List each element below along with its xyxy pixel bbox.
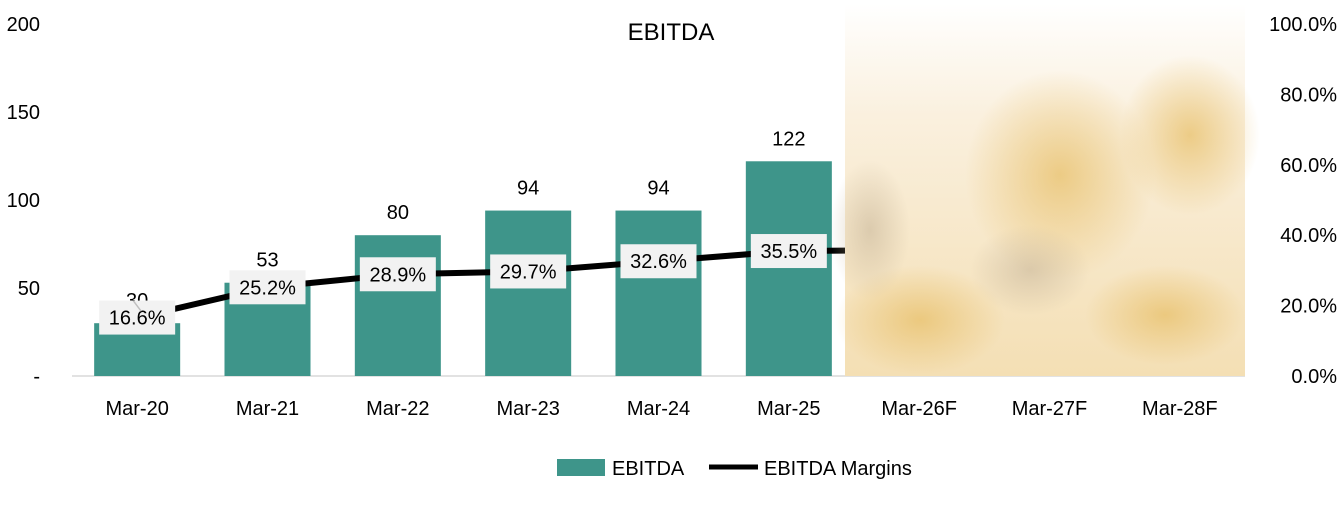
bar-ebitda bbox=[615, 210, 702, 376]
bar-value-label: 94 bbox=[517, 178, 539, 200]
margin-label-box bbox=[750, 234, 827, 269]
margin-label-box bbox=[229, 270, 306, 305]
legend-label-ebitda: EBITDA bbox=[612, 458, 685, 480]
left-axis-tick-label: 200 bbox=[7, 14, 40, 36]
bar-labels: 3053809494122 bbox=[126, 128, 805, 312]
x-tick-labels: Mar-20 Mar-21 Mar-22 Mar-23 Mar-24 Mar-25 Mar-… bbox=[105, 398, 1217, 420]
x-axis-tick-label: Mar-28F bbox=[1142, 398, 1218, 420]
margin-label-box bbox=[359, 257, 436, 292]
right-axis-tick-label: 100.0% bbox=[1269, 14, 1337, 36]
legend-label-margins: EBITDA Margins bbox=[764, 458, 912, 480]
right-axis-tick-label: 40.0% bbox=[1280, 225, 1337, 247]
right-axis-tick-label: 80.0% bbox=[1280, 84, 1337, 106]
x-axis-tick-label: Mar-25 bbox=[757, 398, 820, 420]
bar-value-label: 53 bbox=[256, 250, 278, 272]
left-axis-tick-label: 150 bbox=[7, 102, 40, 124]
x-axis-tick-label: Mar-22 bbox=[366, 398, 429, 420]
margin-label-box bbox=[490, 254, 567, 289]
x-axis-tick-label: Mar-23 bbox=[496, 398, 559, 420]
x-axis-tick-label: Mar-21 bbox=[236, 398, 299, 420]
right-axis-tick-label: 60.0% bbox=[1280, 155, 1337, 177]
left-axis: - 50 100 150 200 bbox=[7, 14, 40, 388]
blur-blot bbox=[830, 160, 910, 300]
x-axis-tick-label: Mar-20 bbox=[105, 398, 168, 420]
chart-title: EBITDA bbox=[628, 19, 715, 46]
x-axis-tick-label: Mar-26F bbox=[881, 398, 957, 420]
left-axis-tick-label: 50 bbox=[18, 278, 40, 300]
bar-ebitda bbox=[745, 161, 832, 376]
bars bbox=[94, 161, 832, 376]
margin-labels: 16.6% 25.2% 28.9% 29.7% 32.6% 35.5% bbox=[99, 234, 827, 335]
margin-value-label: 29.7% bbox=[500, 261, 557, 283]
bar-ebitda bbox=[485, 210, 572, 376]
margin-value-label: 35.5% bbox=[760, 241, 817, 263]
bar-value-label: 94 bbox=[647, 178, 669, 200]
bar-value-label: 122 bbox=[772, 128, 805, 150]
blur-blot bbox=[1085, 265, 1245, 365]
margin-value-label: 32.6% bbox=[630, 251, 687, 273]
legend: EBITDA EBITDA Margins bbox=[557, 458, 912, 480]
right-axis: 0.0% 20.0% 40.0% 60.0% 80.0% 100.0% bbox=[1269, 14, 1337, 388]
x-axis-tick-label: Mar-24 bbox=[627, 398, 690, 420]
left-axis-tick-label: 100 bbox=[7, 190, 40, 212]
blur-blot bbox=[1120, 55, 1260, 215]
left-axis-tick-label: - bbox=[33, 366, 40, 388]
margin-label-box bbox=[620, 244, 697, 279]
right-axis-tick-label: 0.0% bbox=[1291, 366, 1337, 388]
legend-swatch-ebitda bbox=[557, 459, 605, 476]
x-axis-tick-label: Mar-27F bbox=[1012, 398, 1088, 420]
label-leader-line bbox=[132, 300, 142, 312]
bar-value-label: 80 bbox=[387, 202, 409, 224]
margin-value-label: 16.6% bbox=[109, 308, 166, 330]
bar-ebitda bbox=[354, 235, 441, 376]
right-axis-tick-label: 20.0% bbox=[1280, 296, 1337, 318]
margin-value-label: 25.2% bbox=[239, 277, 296, 299]
blur-blot bbox=[970, 225, 1090, 315]
forecast-obscured-region bbox=[830, 4, 1260, 376]
margin-value-label: 28.9% bbox=[369, 264, 426, 286]
